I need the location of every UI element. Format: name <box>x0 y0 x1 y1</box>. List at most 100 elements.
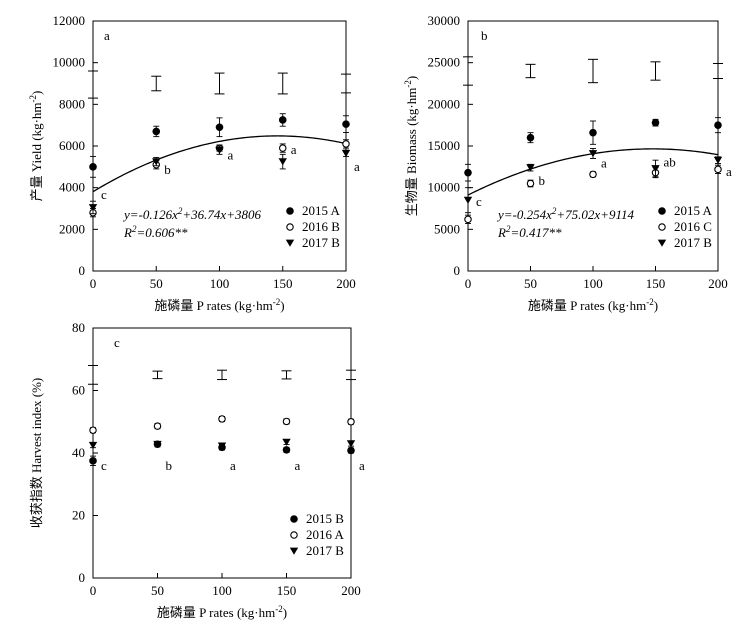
y-tick-label: 2000 <box>59 221 85 236</box>
data-point <box>341 149 351 158</box>
y-tick-label: 10000 <box>428 180 461 195</box>
x-axis-label: 施磷量 P rates (kg·hm-2) <box>154 297 284 313</box>
legend-marker <box>286 207 294 215</box>
x-tick-label: 0 <box>465 276 472 291</box>
data-point <box>464 215 472 224</box>
panel-letter: c <box>114 335 120 350</box>
data-point <box>463 196 473 204</box>
data-point <box>589 128 597 137</box>
legend-label: 2017 B <box>306 543 344 558</box>
legend-label: 2017 B <box>674 235 712 250</box>
data-point <box>152 158 161 166</box>
legend-label: 2016 A <box>306 527 345 542</box>
data-point <box>282 438 291 446</box>
data-point <box>651 118 660 127</box>
y-tick-label: 25000 <box>428 55 461 70</box>
data-point <box>88 204 98 212</box>
data-point <box>153 440 162 449</box>
y-tick-label: 40 <box>72 445 85 460</box>
legend-label: 2017 B <box>302 235 340 250</box>
x-axis-label: 施磷量 P rates (kg·hm-2) <box>157 604 287 620</box>
y-tick-label: 30000 <box>428 13 461 28</box>
x-tick-label: 100 <box>210 276 230 291</box>
legend-marker <box>290 531 298 539</box>
y-tick-label: 6000 <box>59 138 85 153</box>
y-tick-label: 8000 <box>59 96 85 111</box>
x-tick-label: 50 <box>524 276 537 291</box>
x-tick-label: 200 <box>336 276 356 291</box>
fit-curve <box>92 135 347 193</box>
y-tick-label: 80 <box>72 320 85 335</box>
data-point <box>588 150 598 158</box>
significance-label: a <box>726 164 732 179</box>
data-point <box>714 121 722 129</box>
fit-r2: R2=0.606** <box>123 224 188 240</box>
data-point <box>217 442 227 450</box>
data-point <box>342 140 350 148</box>
data-point <box>347 417 355 426</box>
data-point <box>88 441 98 449</box>
data-point <box>152 127 161 136</box>
legend-marker <box>658 223 666 231</box>
legend-label: 2016 B <box>302 219 340 234</box>
y-axis-label: 产量 Yield (kg·hm-2) <box>28 91 44 202</box>
y-tick-label: 15000 <box>428 138 461 153</box>
data-point <box>526 164 535 172</box>
x-tick-label: 100 <box>583 276 603 291</box>
legend-label: 2015 A <box>302 203 341 218</box>
significance-label: b <box>164 162 171 177</box>
legend-marker <box>290 515 298 523</box>
y-axis-label: 生物量 Biomass (kg·hm-2) <box>403 76 419 216</box>
data-point <box>464 168 472 177</box>
fit-equation: y=-0.254x2+75.02x+9114 <box>496 206 635 222</box>
significance-label: a <box>291 142 297 157</box>
data-point <box>346 440 356 448</box>
data-point <box>651 165 660 173</box>
data-point <box>282 446 291 454</box>
fit-r2: R2=0.417** <box>497 224 562 240</box>
legend-marker <box>285 239 295 247</box>
data-point <box>714 165 722 174</box>
y-axis-label: 收获指数 Harvest index (%) <box>29 378 44 529</box>
data-point <box>347 446 355 455</box>
y-tick-label: 4000 <box>59 180 85 195</box>
y-tick-label: 20000 <box>428 96 461 111</box>
data-point <box>215 146 224 154</box>
significance-label: b <box>539 173 546 188</box>
significance-label: c <box>476 194 482 209</box>
y-tick-label: 20 <box>72 508 85 523</box>
chart-panel-a: 0 2000 4000 6000 8000 10000 12000 0 50 100 150 200 施… <box>28 13 360 313</box>
data-point <box>278 116 287 124</box>
x-tick-label: 0 <box>90 276 97 291</box>
significance-label: a <box>359 458 365 473</box>
data-point <box>589 170 597 179</box>
significance-label: a <box>230 458 236 473</box>
legend-label: 2016 C <box>674 219 712 234</box>
data-point <box>278 158 287 166</box>
x-tick-label: 150 <box>277 583 297 598</box>
x-tick-label: 50 <box>151 583 164 598</box>
y-tick-label: 12000 <box>53 13 86 28</box>
data-point <box>89 457 97 465</box>
legend-marker <box>657 239 667 247</box>
legend-label: 2015 A <box>674 203 713 218</box>
significance-label: c <box>101 187 107 202</box>
data-point <box>89 426 97 434</box>
data-point <box>713 156 723 164</box>
y-tick-label: 5000 <box>434 221 460 236</box>
panel-letter: b <box>481 28 488 43</box>
significance-label: a <box>354 159 360 174</box>
significance-label: a <box>601 156 607 171</box>
data-point <box>282 417 291 426</box>
y-tick-label: 0 <box>79 263 86 278</box>
legend-marker <box>286 223 294 231</box>
x-tick-label: 200 <box>708 276 728 291</box>
x-tick-label: 100 <box>212 583 232 598</box>
data-point <box>153 422 162 430</box>
data-point <box>526 133 535 142</box>
x-tick-label: 50 <box>150 276 163 291</box>
y-tick-label: 10000 <box>53 55 86 70</box>
significance-label: a <box>295 458 301 473</box>
y-tick-label: 0 <box>79 570 86 585</box>
